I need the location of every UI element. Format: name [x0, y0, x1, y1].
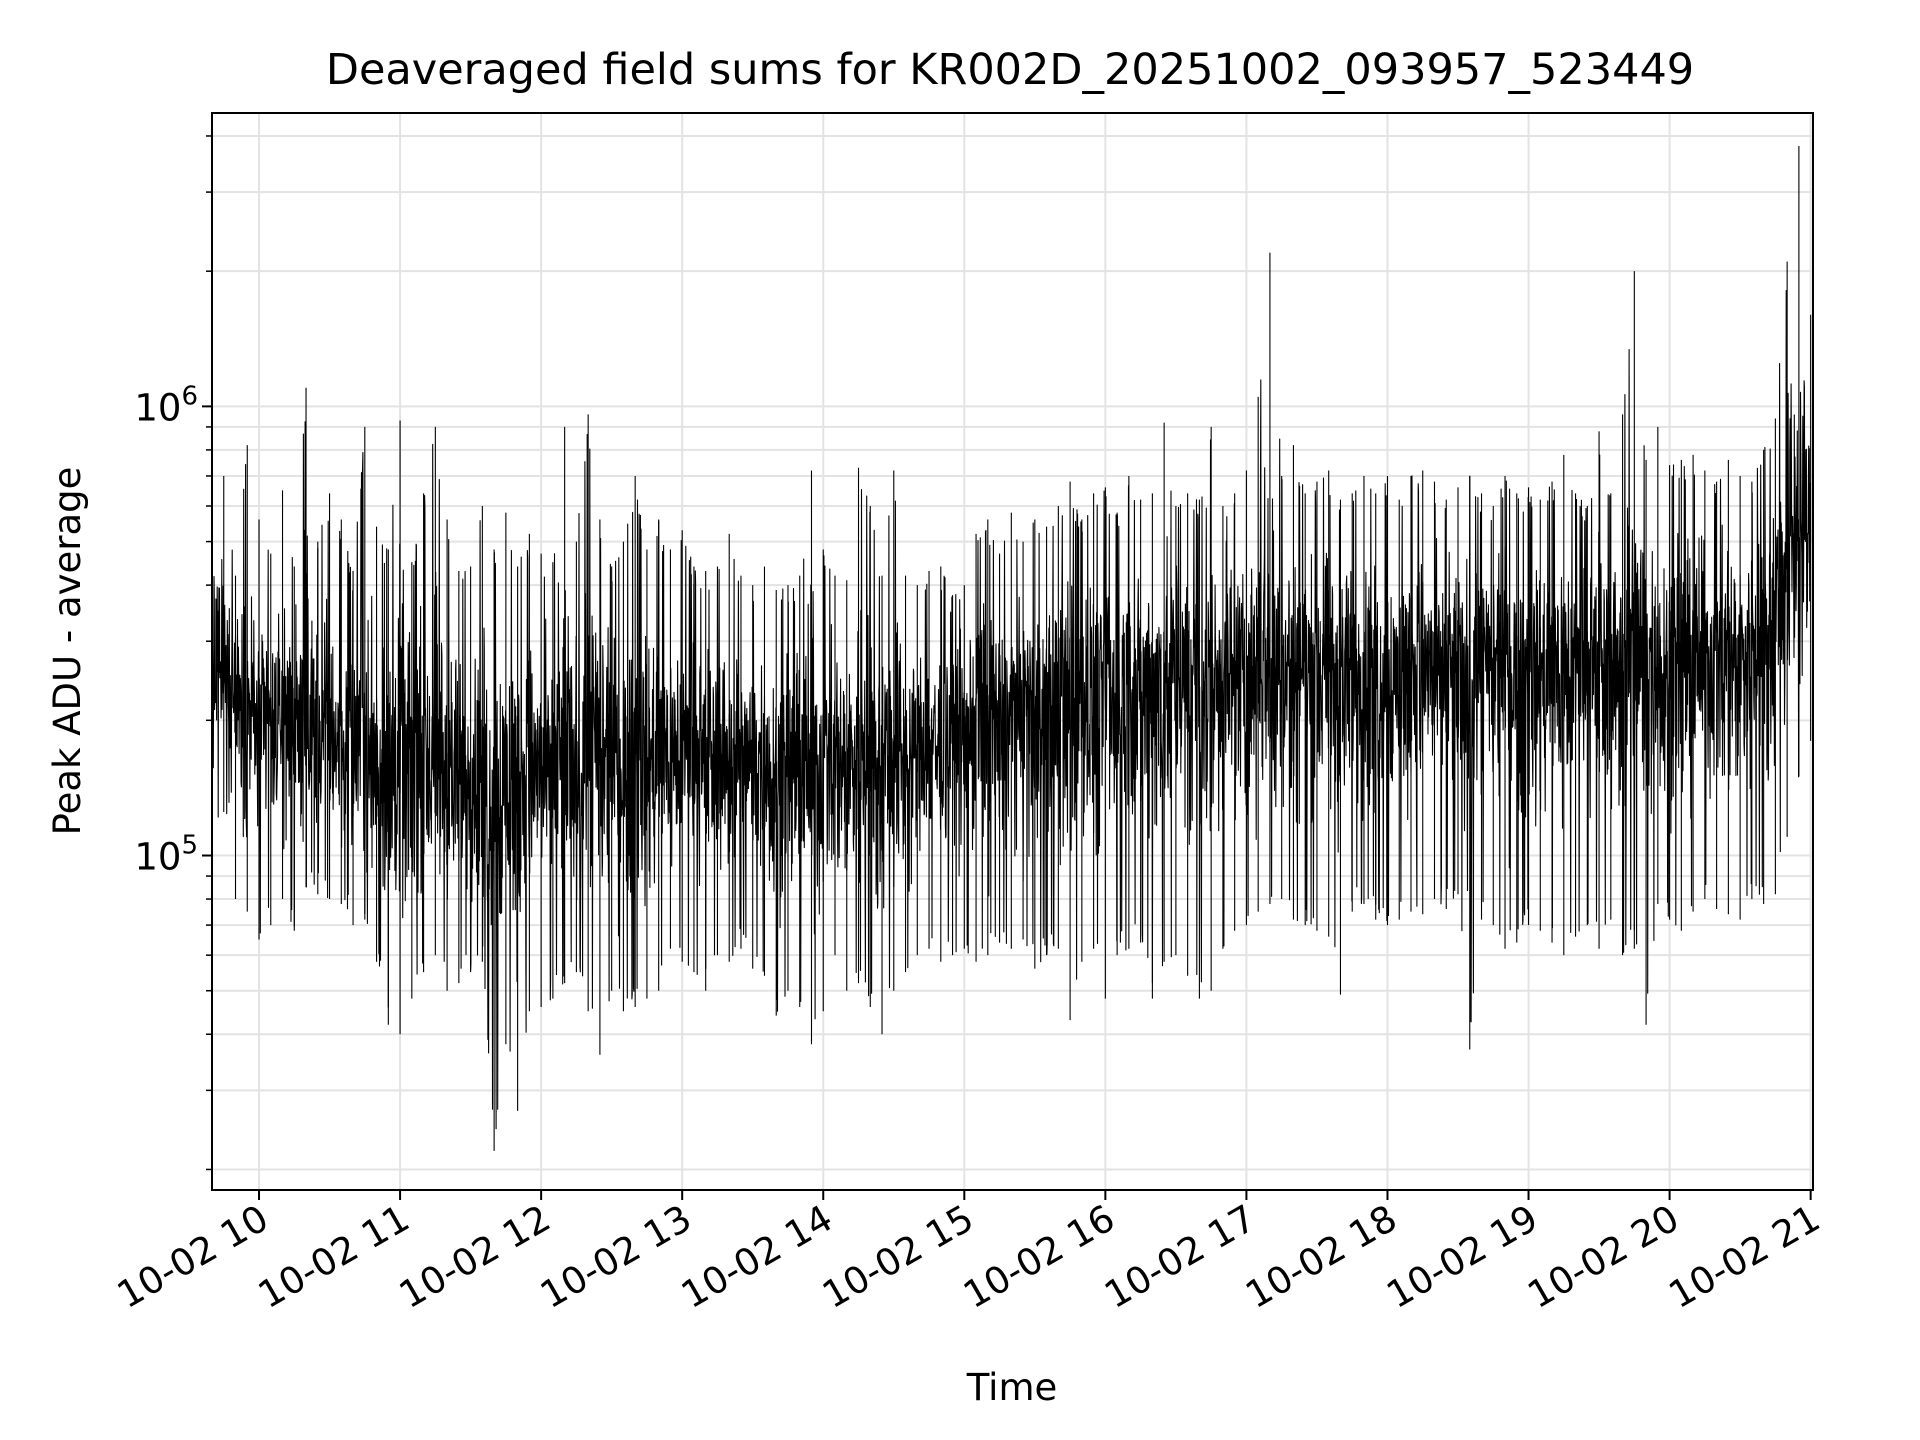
y-tick-label: 105: [134, 831, 198, 879]
chart-title: Deaveraged field sums for KR002D_2025100…: [326, 45, 1694, 95]
x-axis-label: Time: [966, 1366, 1058, 1409]
y-axis-label: Peak ADU - average: [46, 467, 89, 836]
data-layer: [211, 145, 1812, 1151]
plot-frame: [211, 112, 1814, 1191]
y-tick-label: 106: [134, 381, 198, 429]
